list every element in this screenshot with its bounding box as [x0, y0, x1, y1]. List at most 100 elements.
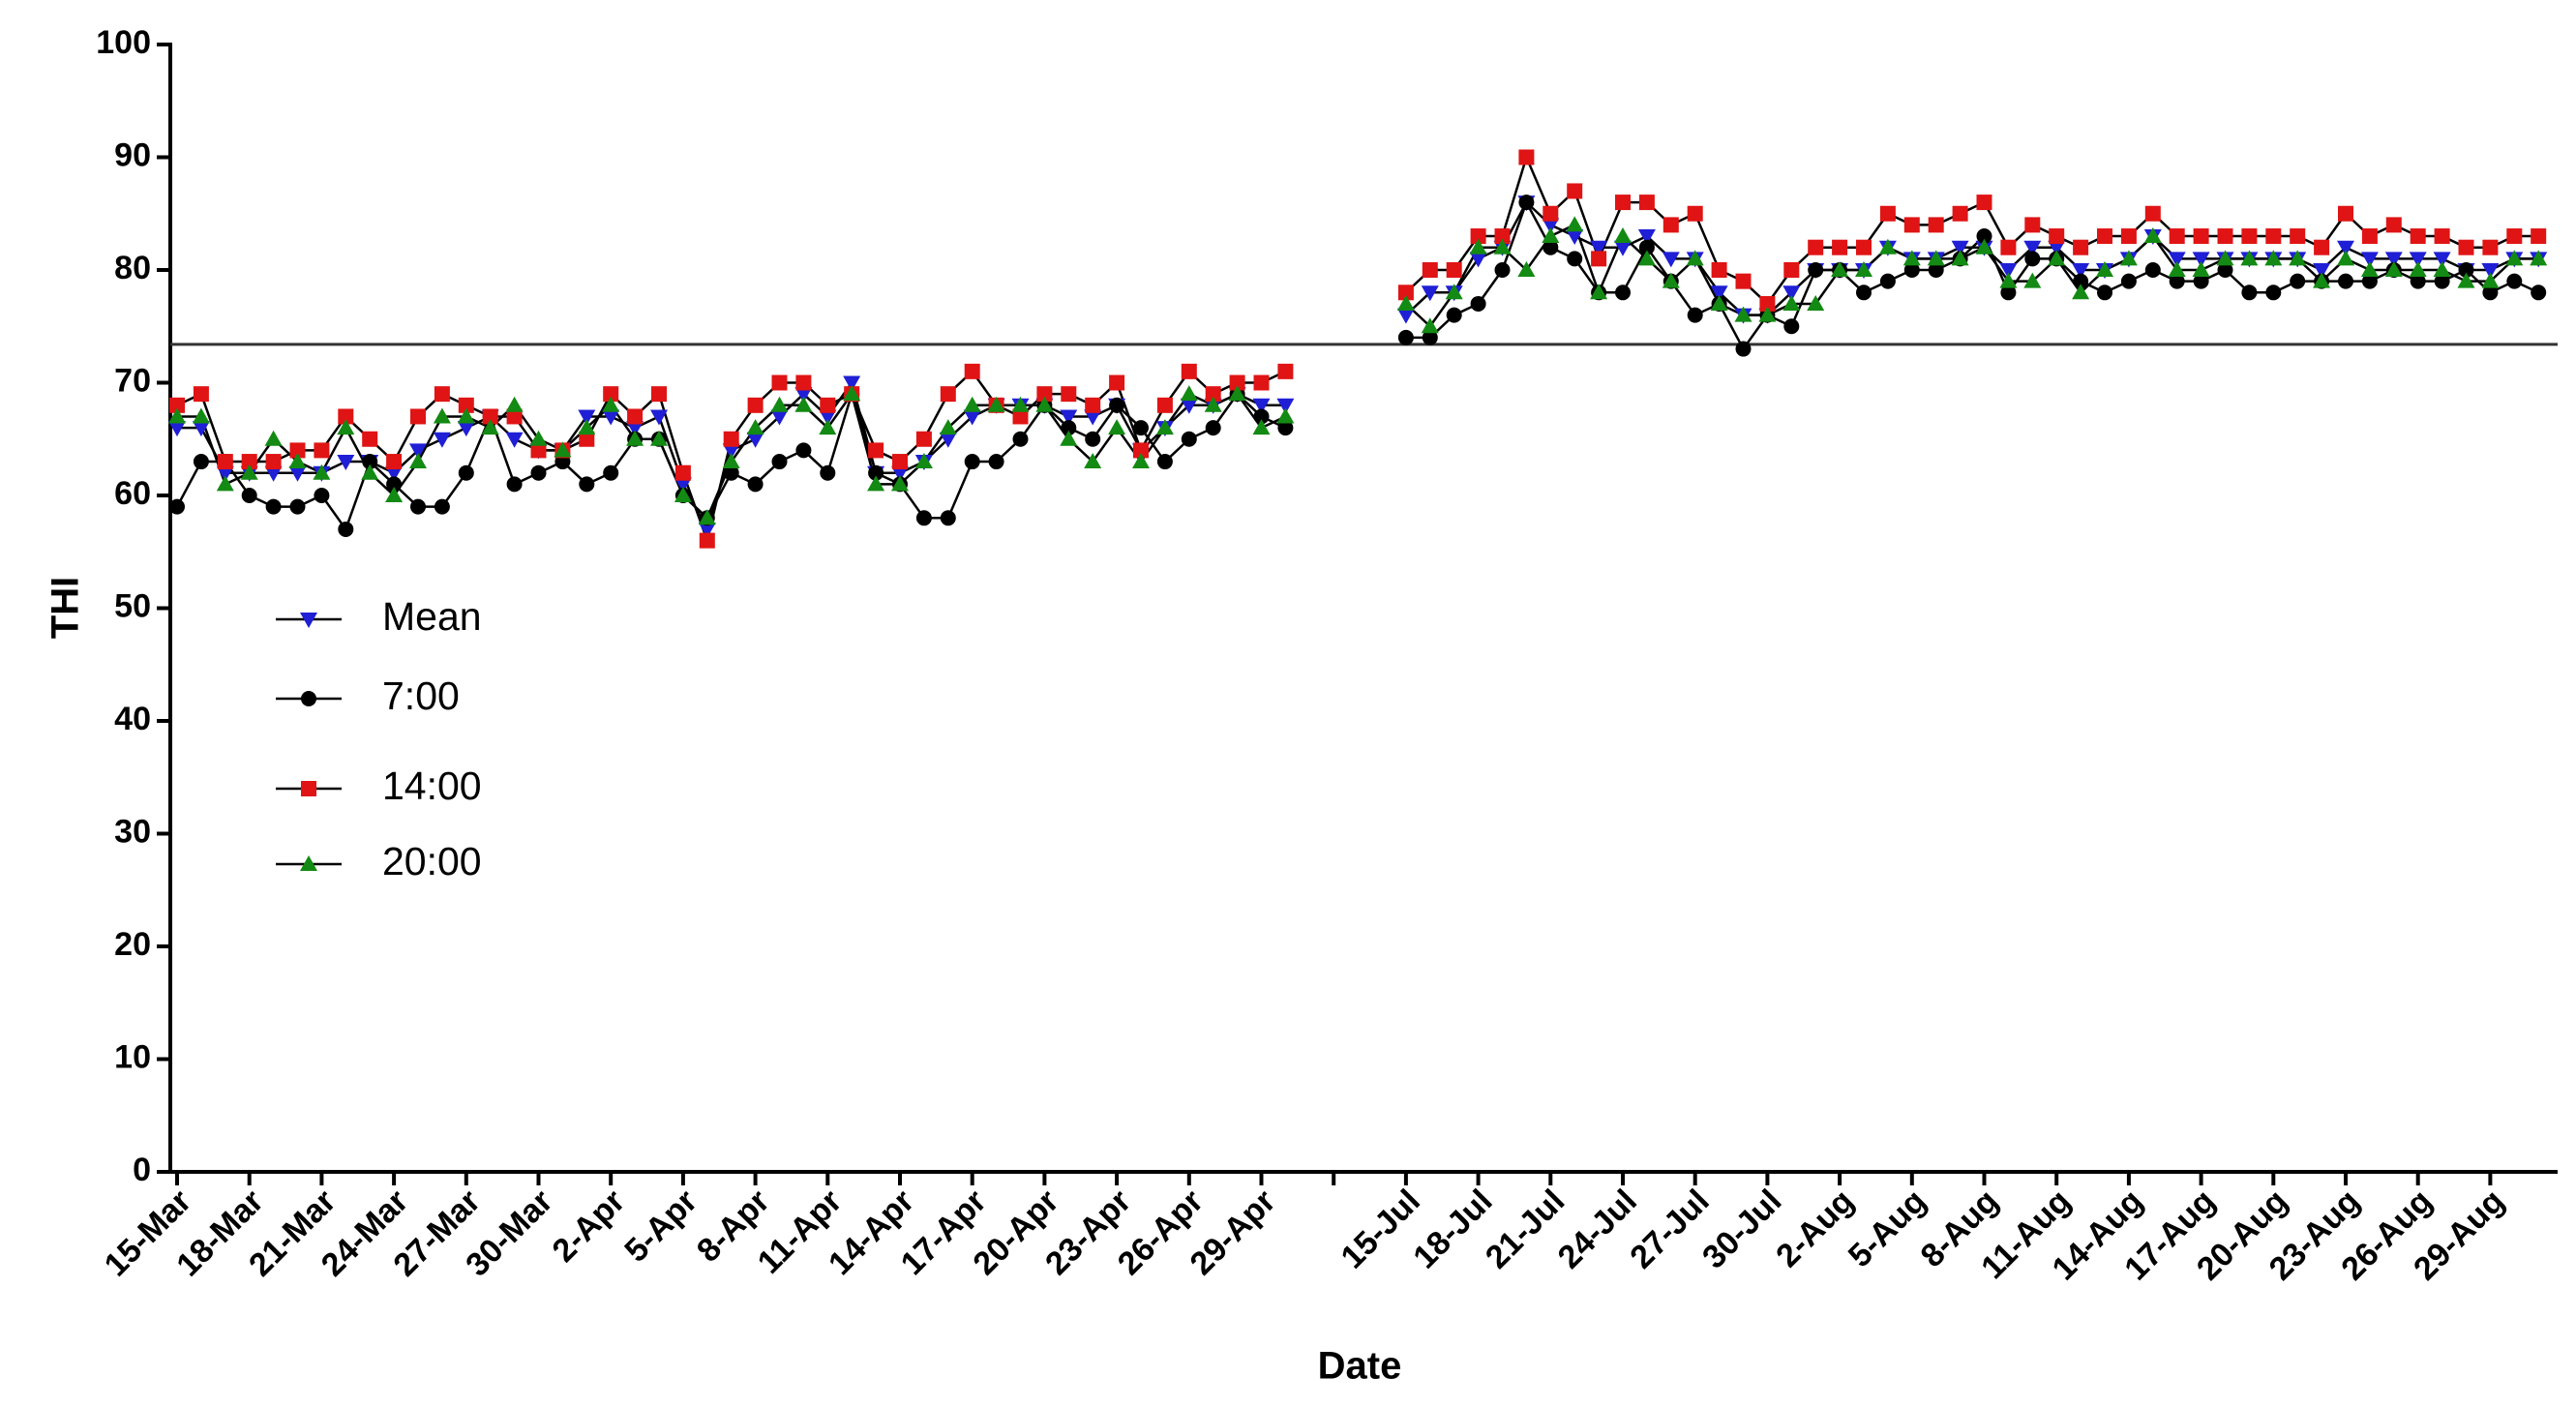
marker: [1638, 195, 1655, 211]
marker: [2192, 252, 2210, 268]
marker: [1808, 239, 1824, 255]
marker: [1567, 183, 1583, 199]
marker: [2410, 273, 2426, 289]
marker: [1542, 218, 1560, 234]
marker: [868, 442, 884, 459]
marker: [1735, 273, 1752, 289]
marker: [2434, 228, 2450, 245]
marker: [1783, 262, 1800, 278]
marker: [1928, 217, 1944, 233]
marker: [2240, 250, 2259, 266]
marker: [458, 397, 474, 413]
legend-label: 20:00: [382, 839, 482, 883]
marker: [1276, 407, 1295, 424]
marker: [795, 374, 812, 391]
marker: [2168, 261, 2186, 277]
marker: [1035, 396, 1054, 412]
marker: [2313, 263, 2331, 279]
marker: [963, 396, 981, 412]
marker: [915, 431, 932, 447]
marker: [338, 408, 354, 425]
marker: [169, 397, 185, 413]
marker: [2360, 252, 2379, 268]
marker: [2119, 250, 2138, 266]
marker: [988, 454, 1004, 470]
marker: [674, 477, 692, 494]
marker: [2338, 273, 2353, 289]
marker: [2072, 284, 2090, 300]
marker: [1710, 294, 1728, 311]
marker: [1422, 262, 1438, 278]
marker: [1470, 295, 1486, 312]
marker: [2072, 263, 2090, 279]
marker: [2193, 228, 2209, 245]
marker: [2531, 228, 2547, 245]
x-axis-label: Date: [1318, 1345, 1402, 1388]
marker: [914, 453, 933, 469]
marker: [2482, 239, 2499, 255]
marker: [2120, 273, 2137, 289]
marker: [530, 464, 547, 481]
marker: [1928, 262, 1944, 278]
marker: [1011, 396, 1030, 412]
marker: [1615, 195, 1631, 211]
marker: [2290, 273, 2306, 289]
marker: [313, 464, 331, 480]
marker: [1276, 398, 1295, 414]
marker: [2241, 228, 2258, 245]
marker: [650, 430, 668, 446]
marker: [168, 421, 186, 437]
marker: [1832, 239, 1848, 255]
marker: [699, 532, 715, 549]
series-line: [177, 200, 2539, 533]
marker: [1856, 284, 1872, 301]
marker: [1204, 396, 1222, 412]
marker: [1085, 431, 1101, 447]
marker: [1976, 195, 1992, 211]
marker: [1469, 252, 1487, 268]
marker: [1566, 216, 1584, 232]
marker: [1494, 262, 1511, 278]
marker: [505, 432, 524, 448]
marker: [2097, 228, 2112, 245]
marker: [264, 430, 283, 446]
marker: [1711, 262, 1727, 278]
y-tick-label: 90: [114, 136, 151, 173]
marker: [2049, 228, 2065, 245]
x-tick-label: 5-Aug: [1842, 1182, 1933, 1274]
marker: [1591, 251, 1607, 267]
marker: [2384, 261, 2403, 277]
marker: [1421, 285, 1439, 302]
marker: [2023, 240, 2042, 256]
marker: [1735, 341, 1752, 357]
marker: [794, 396, 813, 412]
marker: [1397, 329, 1414, 345]
legend-label: 14:00: [382, 763, 482, 808]
marker: [602, 409, 620, 426]
marker: [1205, 386, 1221, 403]
marker: [723, 464, 739, 481]
marker: [169, 498, 185, 515]
marker: [1566, 229, 1584, 246]
marker: [2409, 261, 2427, 277]
marker: [651, 386, 667, 403]
marker: [505, 396, 524, 412]
marker: [338, 521, 354, 537]
marker: [362, 431, 378, 447]
y-tick-label: 10: [114, 1038, 151, 1075]
marker: [2337, 240, 2354, 256]
marker: [1012, 431, 1029, 447]
x-tick-label: 2-Aug: [1769, 1182, 1861, 1274]
marker: [2313, 272, 2331, 288]
marker: [1061, 386, 1077, 403]
marker: [2241, 284, 2258, 301]
marker: [1662, 252, 1680, 268]
series-line: [176, 153, 2539, 545]
marker: [1277, 420, 1294, 436]
marker: [2361, 273, 2378, 289]
marker: [722, 453, 740, 469]
marker: [1927, 250, 1945, 266]
x-tick-label: 5-Apr: [617, 1182, 704, 1270]
marker: [2481, 263, 2500, 279]
marker: [1253, 374, 1270, 391]
